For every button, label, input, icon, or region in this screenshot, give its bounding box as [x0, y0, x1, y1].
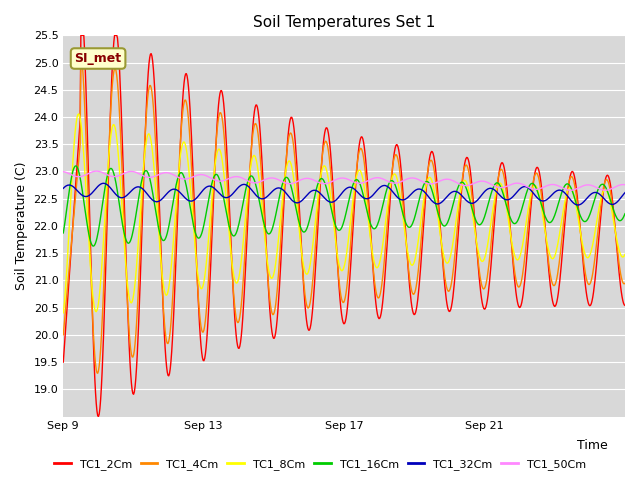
TC1_2Cm [435, 205, 443, 211]
Line: TC1_2Cm: TC1_2Cm [63, 36, 625, 417]
TC1_16Cm [72, 163, 79, 169]
TC1_16Cm [60, 230, 67, 236]
TC1_50Cm [229, 174, 237, 180]
TC1_4Cm [230, 295, 238, 300]
TC1_50Cm [435, 179, 442, 185]
TC1_4Cm [127, 346, 134, 352]
TC1_50Cm [257, 179, 265, 184]
TC1_32Cm [621, 190, 629, 195]
TC1_4Cm [60, 332, 67, 338]
TC1_32Cm [60, 185, 67, 191]
Line: TC1_8Cm: TC1_8Cm [63, 114, 625, 313]
TC1_50Cm [567, 187, 575, 193]
Title: Soil Temperatures Set 1: Soil Temperatures Set 1 [253, 15, 435, 30]
Legend: TC1_2Cm, TC1_4Cm, TC1_8Cm, TC1_16Cm, TC1_32Cm, TC1_50Cm: TC1_2Cm, TC1_4Cm, TC1_8Cm, TC1_16Cm, TC1… [49, 455, 591, 474]
TC1_32Cm [403, 195, 411, 201]
TC1_2Cm [230, 301, 238, 307]
TC1_8Cm [278, 197, 286, 203]
TC1_8Cm [403, 243, 411, 249]
TC1_32Cm [126, 190, 134, 195]
TC1_16Cm [230, 233, 238, 239]
Line: TC1_32Cm: TC1_32Cm [63, 183, 625, 205]
TC1_2Cm [621, 302, 629, 308]
TC1_16Cm [404, 223, 412, 229]
TC1_2Cm [127, 371, 134, 376]
Line: TC1_16Cm: TC1_16Cm [63, 166, 625, 246]
TC1_4Cm [77, 48, 84, 54]
TC1_16Cm [127, 238, 134, 243]
TC1_2Cm [60, 359, 67, 365]
TC1_2Cm [95, 414, 102, 420]
TC1_16Cm [621, 211, 629, 216]
TC1_8Cm [75, 111, 83, 117]
Line: TC1_50Cm: TC1_50Cm [63, 171, 625, 190]
TC1_50Cm [403, 176, 411, 182]
TC1_2Cm [279, 216, 287, 222]
TC1_16Cm [90, 243, 97, 249]
Line: TC1_4Cm: TC1_4Cm [63, 51, 625, 373]
TC1_16Cm [279, 180, 287, 185]
TC1_32Cm [574, 202, 582, 208]
TC1_50Cm [92, 168, 100, 174]
TC1_8Cm [229, 269, 237, 275]
TC1_2Cm [404, 256, 412, 262]
Y-axis label: Soil Temperature (C): Soil Temperature (C) [15, 162, 28, 290]
TC1_32Cm [435, 201, 442, 207]
TC1_50Cm [126, 168, 134, 174]
TC1_4Cm [258, 176, 266, 181]
Text: Time: Time [577, 439, 608, 452]
TC1_50Cm [60, 169, 67, 175]
TC1_16Cm [258, 211, 266, 216]
TC1_8Cm [60, 310, 67, 316]
TC1_2Cm [77, 33, 84, 38]
TC1_32Cm [100, 180, 108, 186]
TC1_50Cm [621, 182, 629, 188]
TC1_4Cm [621, 280, 629, 286]
TC1_8Cm [621, 252, 629, 257]
TC1_16Cm [435, 214, 443, 219]
TC1_4Cm [94, 371, 102, 376]
TC1_4Cm [435, 214, 443, 219]
TC1_32Cm [229, 191, 237, 196]
TC1_8Cm [126, 298, 134, 304]
TC1_4Cm [279, 201, 287, 206]
TC1_2Cm [258, 154, 266, 160]
TC1_32Cm [257, 196, 265, 202]
TC1_8Cm [257, 195, 265, 201]
TC1_32Cm [278, 186, 286, 192]
TC1_50Cm [278, 179, 286, 184]
Text: SI_met: SI_met [74, 52, 122, 65]
TC1_4Cm [404, 255, 412, 261]
TC1_8Cm [435, 216, 442, 222]
